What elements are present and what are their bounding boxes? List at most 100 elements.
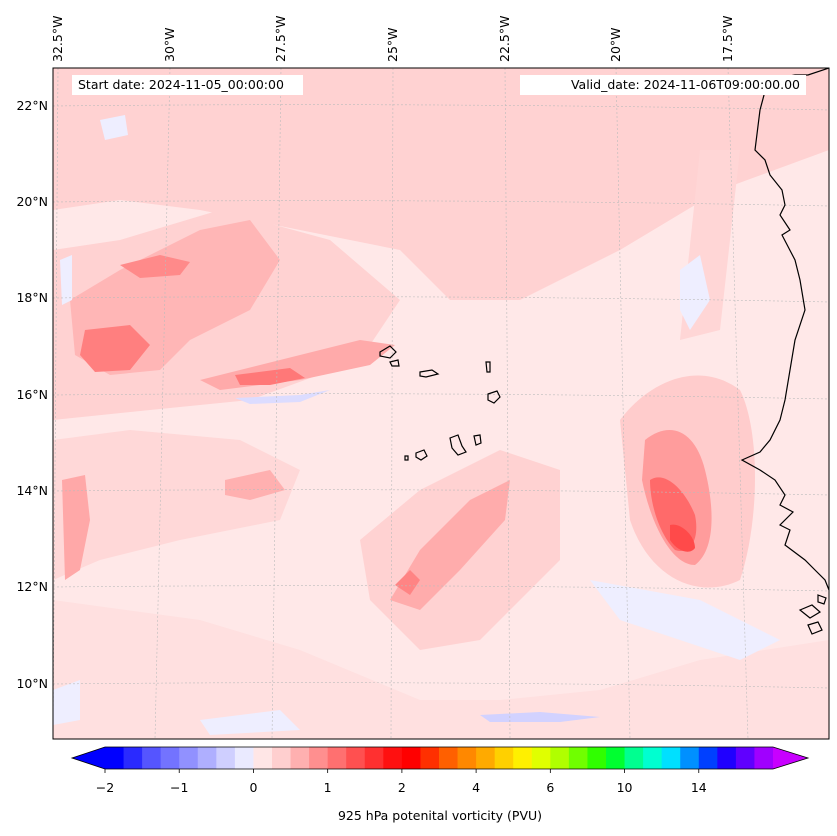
colorbar-segment bbox=[735, 747, 755, 769]
colorbar-segment bbox=[346, 747, 366, 769]
pv-negative-patch-2 bbox=[480, 712, 600, 722]
cape-verde-island-fogo bbox=[415, 449, 428, 461]
graticule bbox=[53, 68, 829, 739]
cape-verde-island-sao-nicolau bbox=[419, 369, 440, 378]
colorbar-tick-label: 1 bbox=[323, 780, 332, 795]
pv-contour-medium-mid bbox=[225, 470, 285, 500]
latitude-label: 14°N bbox=[16, 483, 48, 498]
cape-verde-island-boa-vista bbox=[487, 390, 501, 404]
colorbar-segment bbox=[661, 747, 681, 769]
colorbar-segment bbox=[587, 747, 607, 769]
cape-verde-island-sal bbox=[485, 361, 491, 373]
pv-negative-patch-3 bbox=[590, 580, 780, 660]
pv-negative-patch-1 bbox=[235, 390, 330, 404]
latitude-label: 12°N bbox=[16, 579, 48, 594]
bijagos-islands bbox=[798, 594, 827, 635]
colorbar-segment bbox=[327, 747, 347, 769]
map-frame bbox=[52, 67, 830, 740]
colorbar-label: 925 hPa potenital vorticity (PVU) bbox=[337, 808, 543, 823]
colorbar-tick-label: −1 bbox=[170, 780, 189, 795]
longitude-label: 22.5°W bbox=[497, 15, 512, 62]
colorbar-segment bbox=[476, 747, 496, 769]
colorbar-segment bbox=[179, 747, 199, 769]
colorbar-segment bbox=[531, 747, 551, 769]
colorbar-segment bbox=[457, 747, 477, 769]
cape-verde-island-maio bbox=[473, 434, 482, 446]
colorbar-segment bbox=[550, 747, 570, 769]
colorbar-segment bbox=[253, 747, 273, 769]
colorbar-tick-label: 6 bbox=[546, 780, 555, 795]
colorbar-tick-label: 14 bbox=[690, 780, 707, 795]
parallel-12n bbox=[53, 585, 829, 592]
parallel-10n bbox=[53, 682, 829, 689]
colorbar-segment bbox=[234, 747, 254, 769]
pv-negative-patch-5 bbox=[60, 255, 72, 305]
longitude-label: 30°W bbox=[162, 27, 177, 62]
colorbar-segment bbox=[606, 747, 626, 769]
colorbar-segment bbox=[105, 747, 125, 769]
colorbar bbox=[70, 746, 810, 773]
latitude-label: 20°N bbox=[16, 194, 48, 209]
colorbar-segment bbox=[420, 747, 440, 769]
longitude-label: 25°W bbox=[385, 27, 400, 62]
colorbar-segment bbox=[643, 747, 663, 769]
cape-verde-island-santo-antao bbox=[379, 345, 397, 359]
pv-negative-patch-4 bbox=[680, 255, 710, 330]
pv-contour-strong-se-band bbox=[395, 570, 420, 595]
colorbar-tick-label: 10 bbox=[616, 780, 633, 795]
pv-negative-patch-6 bbox=[53, 680, 80, 725]
parallel-20n bbox=[53, 200, 829, 207]
pv-contour-light-north bbox=[53, 68, 829, 300]
cape-verde-island-santiago bbox=[449, 434, 467, 456]
cape-verde-island-brava bbox=[404, 455, 409, 461]
colorbar-over-arrow bbox=[773, 747, 808, 769]
colorbar-segment bbox=[624, 747, 644, 769]
pv-contour-light-south bbox=[53, 600, 829, 739]
latitude-label: 18°N bbox=[16, 290, 48, 305]
valid-date-label: Valid_date: 2024-11-06T09:00:00.00 bbox=[520, 75, 806, 95]
parallel-16n bbox=[53, 393, 829, 400]
latitude-label: 22°N bbox=[16, 98, 48, 113]
colorbar-segment bbox=[513, 747, 533, 769]
colorbar-segment bbox=[698, 747, 718, 769]
start-date-label: Start date: 2024-11-05_00:00:00 bbox=[72, 75, 303, 95]
longitude-label: 32.5°W bbox=[50, 15, 65, 62]
colorbar-tick-label: −2 bbox=[95, 780, 115, 795]
parallel-22n bbox=[53, 104, 829, 111]
colorbar-tick-label: 0 bbox=[249, 780, 258, 795]
coastline bbox=[379, 68, 829, 635]
pv-contour-light-southwest bbox=[53, 430, 300, 580]
colorbar-segment bbox=[401, 747, 421, 769]
pv-negative-patch-8 bbox=[100, 115, 128, 140]
pv-contour-medium-se-band bbox=[390, 480, 510, 610]
parallel-14n bbox=[53, 489, 829, 496]
colorbar-under-arrow bbox=[72, 747, 105, 769]
colorbar-segment bbox=[309, 747, 329, 769]
colorbar-segment bbox=[216, 747, 236, 769]
colorbar-segment bbox=[680, 747, 700, 769]
pv-contour-strong-tongue bbox=[235, 368, 305, 385]
colorbar-segment bbox=[160, 747, 180, 769]
parallel-18n bbox=[53, 296, 829, 303]
cape-verde-island-sao-vicente bbox=[389, 359, 400, 367]
latitude-label: 16°N bbox=[16, 387, 48, 402]
pv-contour-strong-ring bbox=[120, 255, 190, 278]
latitude-label: 10°N bbox=[16, 676, 48, 691]
colorbar-segment bbox=[754, 747, 774, 769]
pv-contour-strong-core bbox=[670, 524, 695, 552]
pv-negative-patch-7 bbox=[200, 710, 300, 735]
colorbar-segment bbox=[197, 747, 217, 769]
colorbar-tick-label: 2 bbox=[397, 780, 406, 795]
longitude-label: 17.5°W bbox=[720, 15, 735, 62]
colorbar-segment bbox=[439, 747, 459, 769]
colorbar-segment bbox=[272, 747, 292, 769]
africa-coastline bbox=[740, 68, 829, 591]
colorbar-segment bbox=[494, 747, 514, 769]
colorbar-tick-label: 4 bbox=[472, 780, 481, 795]
pv-contour-medium-sw bbox=[62, 475, 90, 580]
colorbar-segment bbox=[383, 747, 403, 769]
colorbar-segment bbox=[142, 747, 162, 769]
longitude-label: 20°W bbox=[608, 27, 623, 62]
